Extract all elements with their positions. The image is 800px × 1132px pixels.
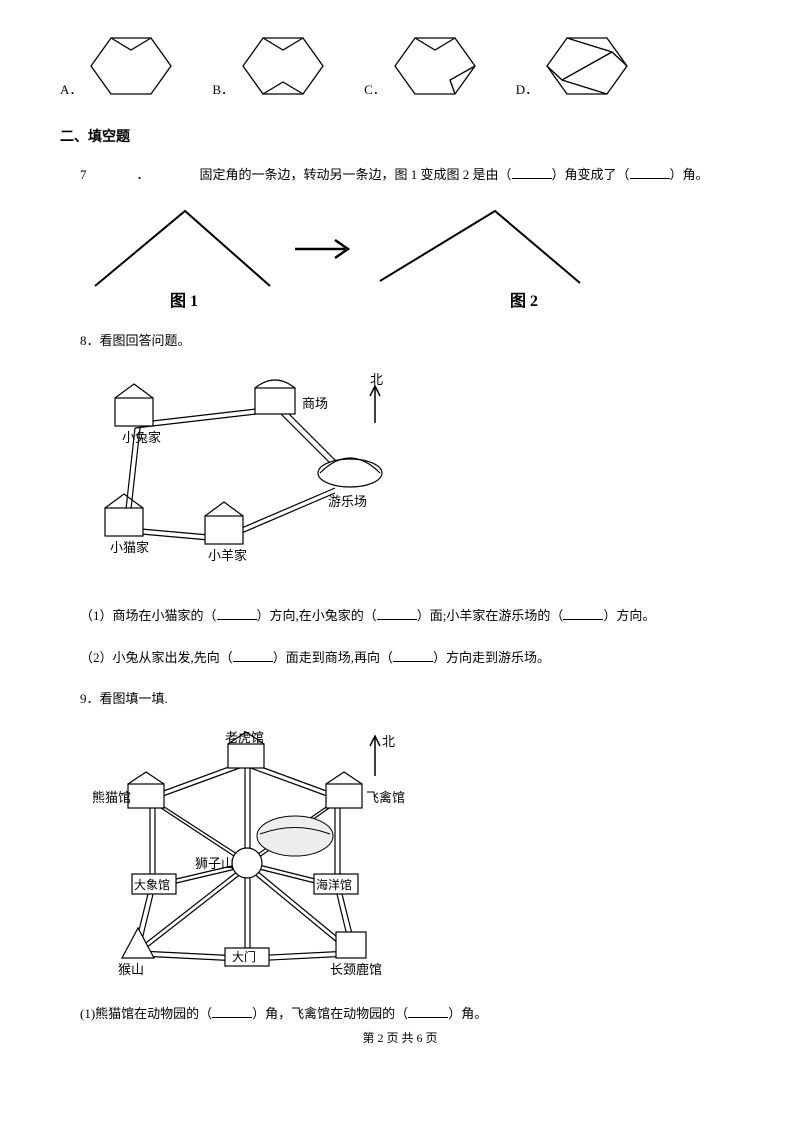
section-header-fill: 二、填空题 (60, 126, 740, 146)
svg-text:北: 北 (382, 734, 395, 749)
svg-text:游乐场: 游乐场 (328, 494, 367, 509)
choice-c: C． (364, 30, 480, 102)
q9-zoo-map: 北 (80, 726, 740, 986)
question-8-title: 8．看图回答问题。 (80, 327, 740, 354)
q9-blank-2[interactable] (408, 1005, 448, 1018)
svg-text:狮子山: 狮子山 (195, 856, 234, 871)
q8-blank-4[interactable] (233, 649, 273, 662)
choice-b: B． (212, 30, 328, 102)
svg-text:猴山: 猴山 (118, 962, 144, 977)
q7-figure-2: 图 2 (370, 191, 590, 311)
svg-text:小猫家: 小猫家 (110, 540, 149, 555)
q8-blank-3[interactable] (563, 607, 603, 620)
choice-row: A． B． C． (60, 30, 740, 102)
page-footer: 第 2 页 共 6 页 (60, 1029, 740, 1046)
choice-b-figure (238, 30, 328, 102)
q8-line1: （1）商场在小猫家的（）方向,在小兔家的（）面;小羊家在游乐场的（）方向。 (80, 602, 740, 629)
q7-figures: 图 1 图 2 (80, 191, 740, 311)
svg-text:海洋馆: 海洋馆 (316, 877, 352, 892)
q8-map: 北 小兔家 商场 小猫家 小羊家 游乐场 (80, 368, 740, 588)
choice-b-label: B． (212, 79, 234, 102)
question-9-title: 9．看图填一填. (80, 685, 740, 712)
q7-fig1-label: 图 1 (170, 292, 198, 310)
choice-a-figure (86, 30, 176, 102)
q7-blank-1[interactable] (512, 166, 552, 179)
choice-c-figure (390, 30, 480, 102)
q7-text: 固定角的一条边，转动另一条边，图 1 变成图 2 是由（）角变成了（）角。 (200, 164, 709, 183)
svg-text:熊猫馆: 熊猫馆 (92, 790, 131, 805)
q7-dot: ． (137, 164, 150, 183)
north-label: 北 (370, 372, 383, 387)
choice-a: A． (60, 30, 176, 102)
q8-blank-5[interactable] (393, 649, 433, 662)
choice-a-label: A． (60, 79, 82, 102)
q8-blank-1[interactable] (217, 607, 257, 620)
arrow-icon (290, 234, 360, 268)
q8-blank-2[interactable] (377, 607, 417, 620)
svg-text:小兔家: 小兔家 (122, 430, 161, 445)
q7-number: 7 (80, 167, 87, 183)
svg-text:小羊家: 小羊家 (208, 548, 247, 563)
svg-text:大门: 大门 (232, 949, 256, 964)
svg-text:商场: 商场 (302, 396, 328, 411)
choice-d: D． (516, 30, 632, 102)
svg-text:老虎馆: 老虎馆 (225, 730, 264, 745)
q7-fig2-label: 图 2 (510, 292, 538, 310)
svg-text:飞禽馆: 飞禽馆 (366, 790, 405, 805)
choice-d-label: D． (516, 79, 538, 102)
q7-blank-2[interactable] (630, 166, 670, 179)
q8-line2: （2）小兔从家出发,先向（）面走到商场,再向（）方向走到游乐场。 (80, 644, 740, 671)
choice-c-label: C． (364, 79, 386, 102)
svg-text:长颈鹿馆: 长颈鹿馆 (330, 962, 382, 977)
svg-text:大象馆: 大象馆 (134, 877, 170, 892)
question-7: 7 ． 固定角的一条边，转动另一条边，图 1 变成图 2 是由（）角变成了（）角… (80, 164, 740, 183)
choice-d-figure (542, 30, 632, 102)
q9-line1: (1)熊猫馆在动物园的（）角，飞禽馆在动物园的（）角。 (80, 1000, 740, 1027)
q9-blank-1[interactable] (212, 1005, 252, 1018)
q7-figure-1: 图 1 (80, 191, 280, 311)
